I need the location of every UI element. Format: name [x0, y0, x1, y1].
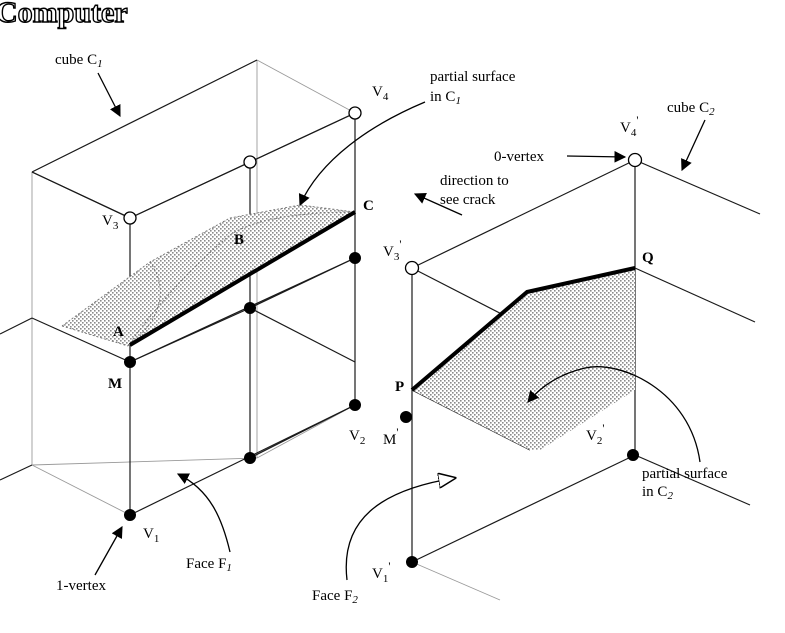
label-v4: V4 [372, 84, 389, 103]
vertex-m-dot [124, 356, 136, 368]
vertex-v3-circle [123, 211, 137, 225]
label-partial-surface-c2-l2: in C2 [642, 484, 673, 502]
arrow-face-f2 [345, 478, 455, 581]
label-point-c: C [363, 198, 374, 214]
label-v2: V2 [349, 428, 365, 447]
vertex-v2p-dot [627, 449, 639, 461]
label-direction-l2: see crack [440, 192, 496, 208]
label-cube-c1: cube C1 [55, 52, 103, 70]
label-v1: V1 [143, 526, 159, 545]
vertex-v2-dot [349, 399, 361, 411]
surface-c1-curve [127, 211, 356, 347]
label-partial-surface-c1-l1: partial surface [430, 69, 516, 85]
label-partial-surface-c1-l2: in C1 [430, 89, 461, 107]
crack-line-ac [128, 210, 357, 347]
vertex-v4p-circle [627, 152, 643, 168]
arrow-one-vertex [94, 525, 123, 576]
label-v2p: V2' [586, 421, 605, 447]
vertex-v3p-circle [404, 260, 420, 276]
label-v3: V3 [102, 213, 119, 232]
surface-c1-outline [61, 204, 356, 327]
vertex-v1p-dot [406, 556, 418, 568]
label-face-f2: Face F2 [312, 588, 358, 606]
arrow-zero-vertex [566, 150, 627, 163]
header-title: Computer [0, 0, 128, 29]
label-point-p: P [395, 379, 404, 395]
label-point-b: B [234, 232, 244, 248]
label-direction-l1: direction to [440, 173, 509, 189]
arrow-partial-surface-c1 [298, 101, 426, 207]
arrow-cube-c1 [97, 72, 121, 118]
label-zero-vertex: 0-vertex [494, 149, 544, 165]
label-point-mp: M' [383, 425, 399, 448]
vertex-c-lower-dot [349, 252, 361, 264]
label-point-m: M [108, 376, 122, 392]
label-cube-c2: cube C2 [667, 100, 715, 118]
vertex-bottom-mid-dot [244, 452, 256, 464]
surface-c1-inner [129, 261, 161, 346]
arrow-direction [413, 192, 463, 216]
right-cube-grid [411, 159, 761, 601]
vertex-mid-top-circle [243, 155, 257, 169]
label-point-a: A [113, 324, 124, 340]
vertex-mp-dot [400, 411, 412, 423]
vertex-mid-dot [244, 302, 256, 314]
partial-surface-c2 [412, 268, 635, 450]
arrow-partial-surface-c2 [527, 366, 701, 463]
label-v4p: V4' [620, 113, 639, 139]
vertex-v4-circle [348, 106, 362, 120]
label-v1p: V1' [372, 559, 391, 585]
label-one-vertex: 1-vertex [56, 578, 106, 594]
label-v3p: V3' [383, 237, 402, 263]
vertex-v1-dot [124, 509, 136, 521]
arrow-face-f1 [176, 473, 231, 553]
label-partial-surface-c2-l1: partial surface [642, 466, 728, 482]
label-point-q: Q [642, 250, 654, 266]
arrow-cube-c2 [681, 119, 706, 172]
partial-surface-c1-fill [62, 205, 355, 346]
label-face-f1: Face F1 [186, 556, 232, 574]
crack-line-pq [410, 266, 636, 392]
